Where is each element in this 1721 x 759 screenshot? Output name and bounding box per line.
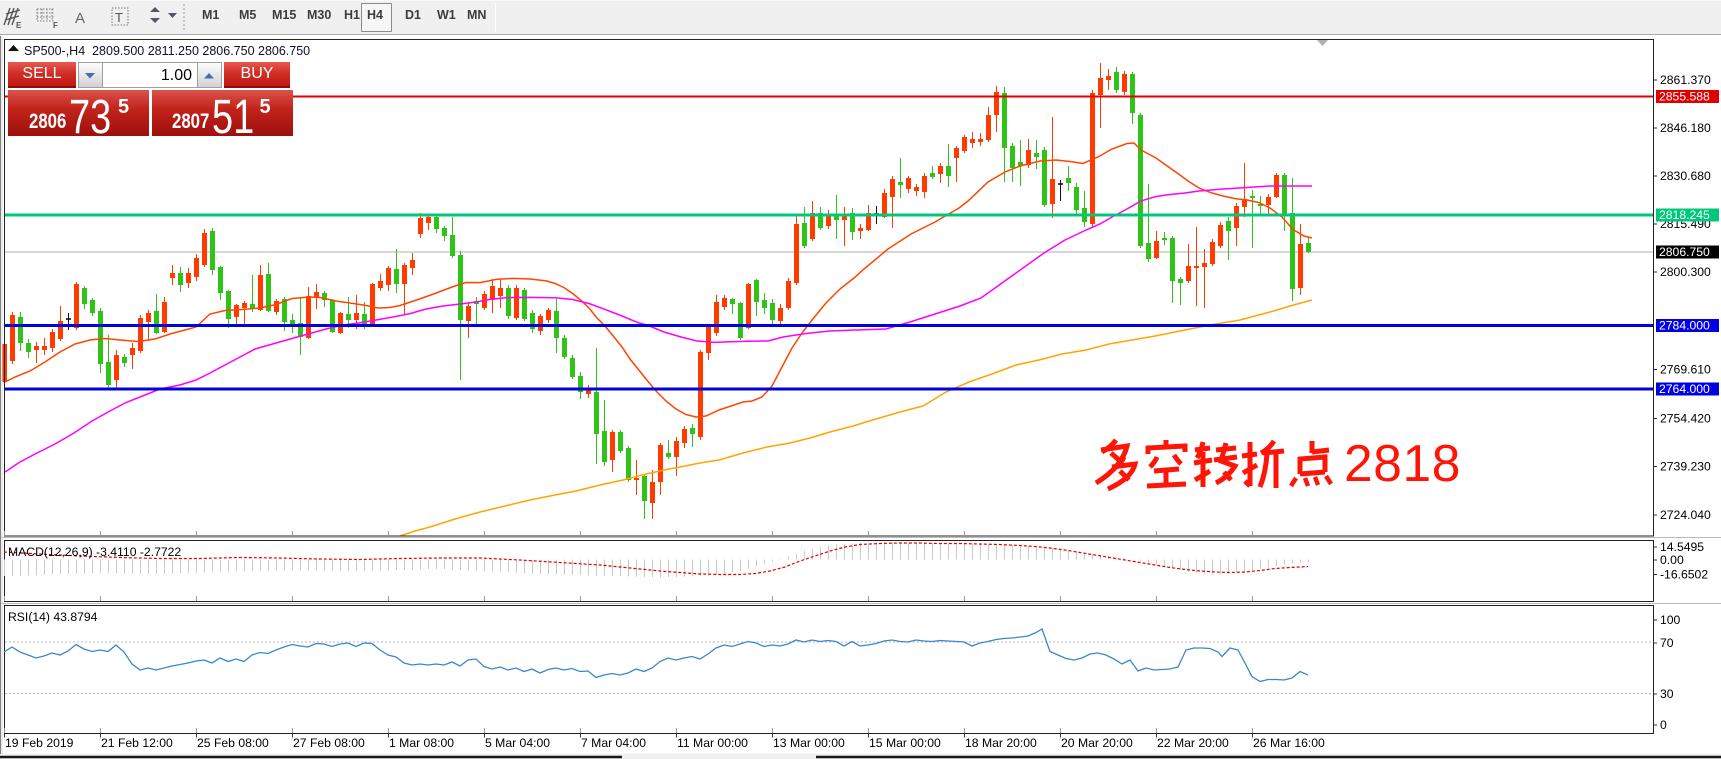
svg-text:2830.680: 2830.680 [1660,169,1711,183]
svg-text:1 Mar 08:00: 1 Mar 08:00 [389,736,454,750]
svg-text:20 Mar 20:00: 20 Mar 20:00 [1061,736,1133,750]
svg-text:70: 70 [1660,636,1674,650]
svg-text:2846.180: 2846.180 [1660,121,1711,135]
svg-text:0.00: 0.00 [1660,553,1684,567]
svg-text:18 Mar 20:00: 18 Mar 20:00 [965,736,1037,750]
svg-text:2739.230: 2739.230 [1660,460,1711,474]
svg-text:26 Mar 16:00: 26 Mar 16:00 [1253,736,1325,750]
svg-text:2818.245: 2818.245 [1659,208,1710,222]
svg-text:27 Feb 08:00: 27 Feb 08:00 [293,736,365,750]
svg-text:2806.750: 2806.750 [1659,245,1710,259]
svg-text:100: 100 [1660,613,1681,627]
svg-text:7 Mar 04:00: 7 Mar 04:00 [581,736,646,750]
svg-text:30: 30 [1660,687,1674,701]
svg-text:5 Mar 04:00: 5 Mar 04:00 [485,736,550,750]
svg-text:F: F [53,21,58,30]
svg-text:-16.6502: -16.6502 [1660,568,1708,582]
svg-text:E: E [16,21,22,30]
svg-text:15 Mar 00:00: 15 Mar 00:00 [869,736,941,750]
svg-text:T: T [115,10,123,25]
svg-text:2861.370: 2861.370 [1660,73,1711,87]
svg-text:11 Mar 00:00: 11 Mar 00:00 [677,736,748,750]
svg-text:22 Mar 20:00: 22 Mar 20:00 [1157,736,1229,750]
svg-text:19 Feb 2019: 19 Feb 2019 [5,736,74,750]
svg-text:2784.000: 2784.000 [1659,319,1710,333]
svg-text:2769.610: 2769.610 [1660,363,1711,377]
svg-text:2800.300: 2800.300 [1660,265,1711,279]
svg-text:2855.588: 2855.588 [1659,90,1710,104]
svg-text:RSI(14) 43.8794: RSI(14) 43.8794 [8,610,98,624]
svg-text:2764.000: 2764.000 [1659,382,1710,396]
svg-text:MACD(12,26,9) -3.4110 -2.7722: MACD(12,26,9) -3.4110 -2.7722 [8,545,181,559]
svg-text:14.5495: 14.5495 [1660,540,1704,554]
svg-text:A: A [75,10,85,27]
svg-text:25 Feb 08:00: 25 Feb 08:00 [197,736,269,750]
svg-text:2818: 2818 [1344,434,1461,492]
svg-text:13 Mar 00:00: 13 Mar 00:00 [773,736,845,750]
svg-text:21 Feb 12:00: 21 Feb 12:00 [101,736,173,750]
svg-text:2724.040: 2724.040 [1660,508,1711,522]
svg-text:2754.420: 2754.420 [1660,412,1711,426]
svg-text:SP500-,H4 2809.500 2811.250 2: SP500-,H4 2809.500 2811.250 2806.750 280… [24,44,310,58]
svg-text:0: 0 [1660,718,1667,732]
